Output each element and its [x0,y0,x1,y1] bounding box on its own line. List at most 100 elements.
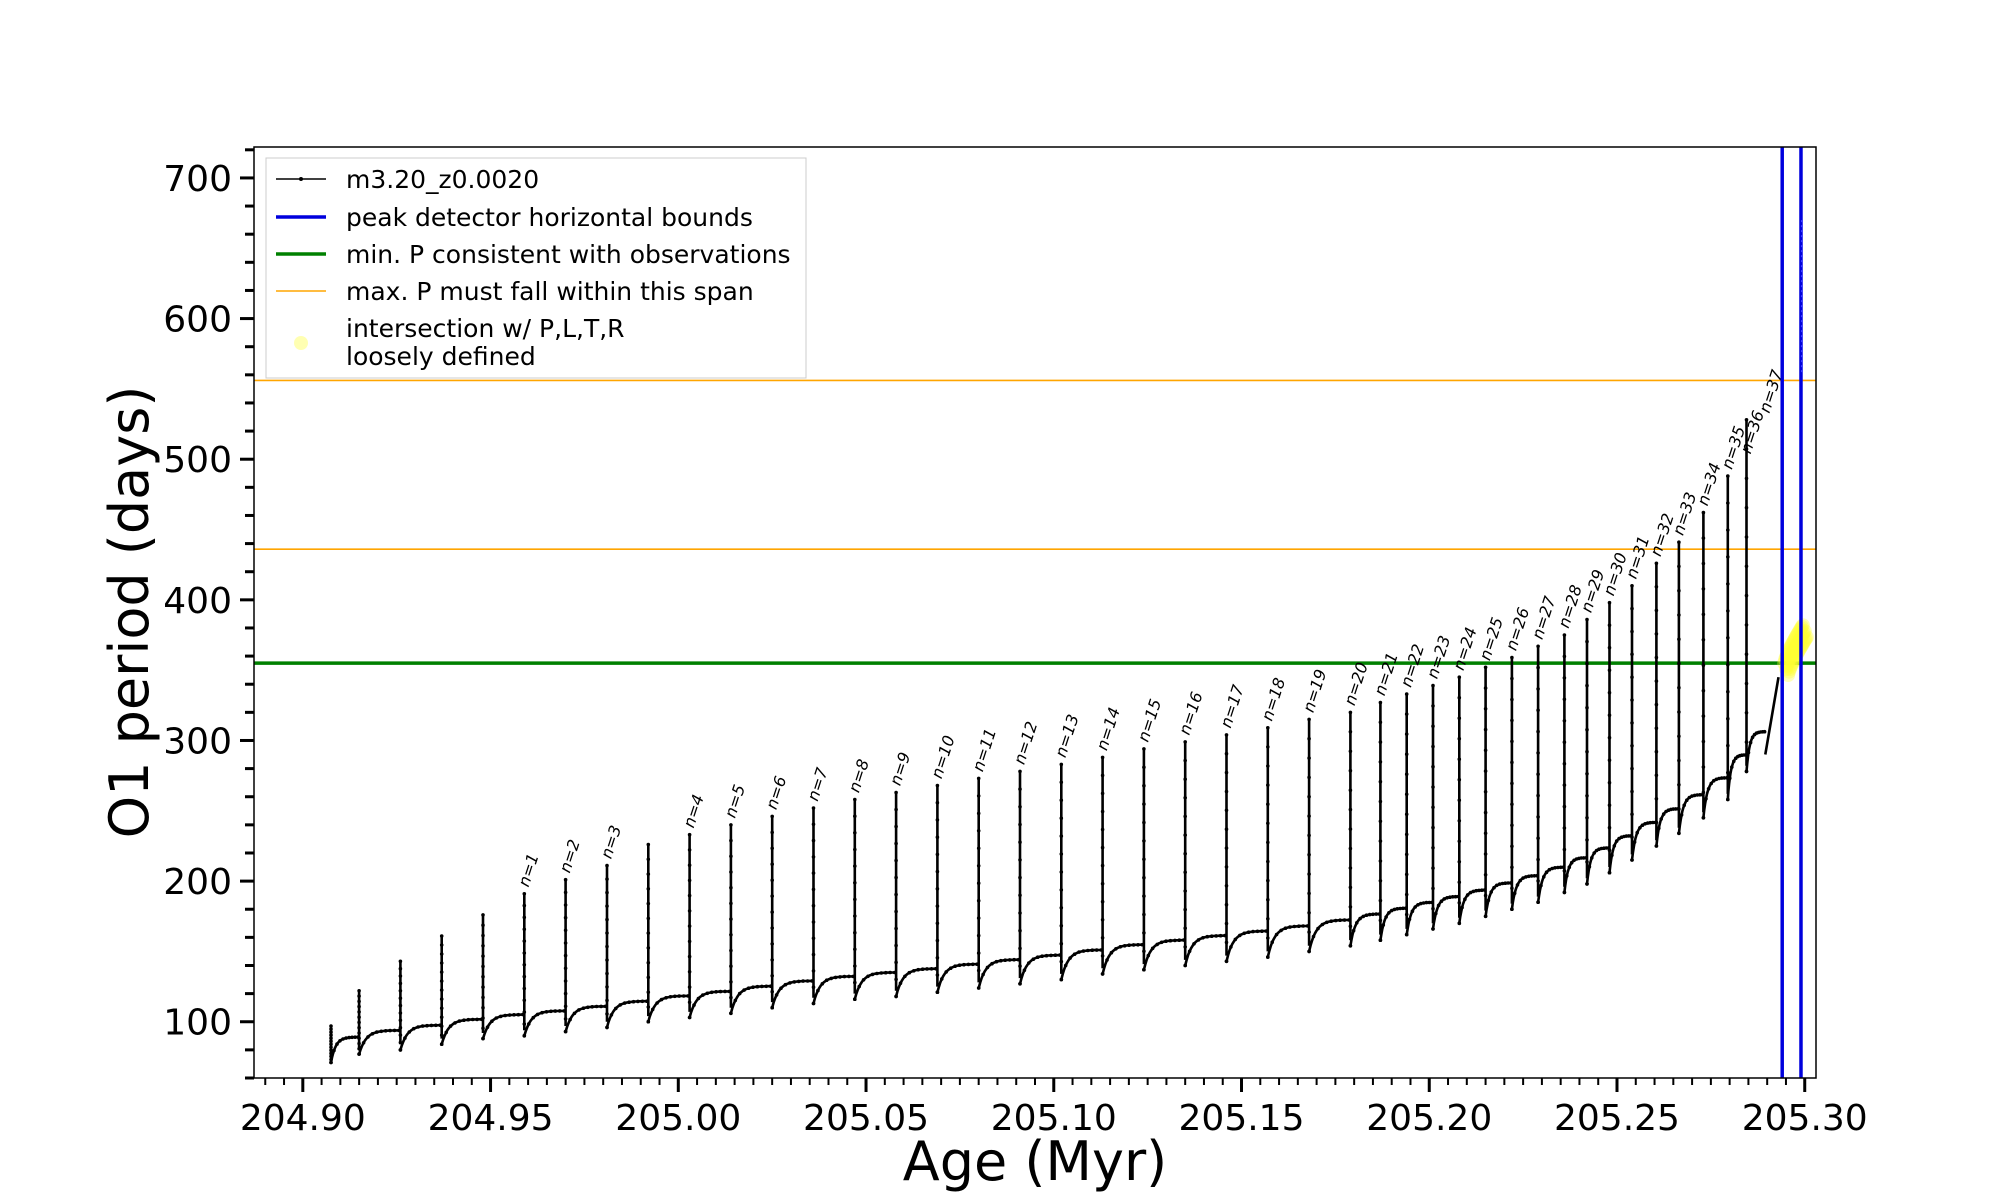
model-point [1547,867,1552,872]
model-point [1387,911,1391,915]
model-point [1381,923,1386,927]
model-point [605,877,609,881]
model-point [1404,852,1409,857]
model-point [448,1024,453,1028]
model-point [1003,958,1007,962]
model-point [540,1010,544,1015]
model-point [383,1029,388,1033]
model-point [1404,752,1409,756]
model-point [1081,949,1086,953]
model-point [1550,866,1554,871]
model-point [1701,536,1706,540]
model-point [1224,921,1229,926]
model-point [811,838,816,843]
model-point [1431,704,1435,708]
model-point [976,794,981,798]
model-point [1136,943,1140,947]
model-point [485,1025,490,1029]
model-point [770,894,774,898]
model-point [1266,802,1270,806]
model-point [522,1034,527,1038]
model-point [1100,773,1105,778]
model-point [962,962,966,967]
model-point [627,1000,631,1004]
model-point [1348,730,1353,734]
model-point [618,1003,622,1007]
model-point [811,952,816,957]
model-point [1018,787,1022,791]
model-point [971,962,975,967]
model-point [1018,840,1022,844]
model-point [605,917,609,922]
model-point [609,1013,614,1017]
model-point [729,1011,733,1016]
model-point [1630,584,1634,588]
legend-marker-model [299,177,303,181]
model-point [1307,736,1311,741]
model-point [1562,804,1567,809]
intersection-point [1782,664,1796,679]
model-point [640,999,645,1004]
model-point [1183,963,1187,968]
model-point [1661,812,1666,816]
model-point [1059,852,1064,856]
model-point [586,1005,590,1010]
model-point [392,1028,397,1033]
model-point [650,1007,655,1012]
model-point [411,1026,416,1031]
model-point [709,990,714,995]
model-point [1483,707,1488,711]
model-point [673,994,677,999]
model-point [737,991,742,996]
model-point [1677,685,1681,690]
model-point [1183,907,1187,912]
axes-ticks: 204.90 204.95 205.00 205.05 205.10 205.15 205.… [163,148,1868,1139]
model-point [1150,946,1155,951]
model-point [605,904,609,908]
model-point [407,1030,412,1034]
model-point [1421,901,1426,905]
model-point [568,1017,572,1022]
model-point [1053,953,1058,957]
model-point [976,829,981,833]
model-point [687,924,692,928]
peak-label: n=1 [514,851,542,889]
model-point [1607,803,1612,807]
model-point [1181,938,1186,942]
model-point [1746,750,1751,755]
model-point [347,1035,351,1040]
model-point [1483,852,1488,856]
model-point [1361,914,1366,919]
model-point [1333,918,1338,923]
model-point [1404,712,1409,716]
model-point [646,931,651,935]
model-point [861,978,866,982]
model-point [614,1006,618,1011]
model-point [687,1015,692,1020]
model-point [1347,918,1351,922]
model-point [1307,852,1311,857]
model-point [398,974,403,978]
model-point [1632,840,1637,844]
model-point [1297,924,1301,928]
model-point [894,875,898,880]
model-point [853,914,857,918]
model-point [1654,773,1659,778]
model-point [357,1025,361,1030]
model-point [1224,902,1229,907]
model-point [1431,785,1435,789]
model-point [1131,943,1136,947]
model-point [729,933,733,937]
model-point [1654,749,1659,754]
model-point [1482,888,1487,892]
model-point [883,970,888,975]
model-point [646,990,651,994]
model-point [1701,587,1706,591]
model-point [522,986,527,991]
model-point [1701,714,1706,718]
model-point [1635,830,1639,835]
model-point [1585,860,1589,864]
model-point [1701,510,1706,515]
model-point [481,1005,485,1010]
model-point [1183,777,1187,781]
